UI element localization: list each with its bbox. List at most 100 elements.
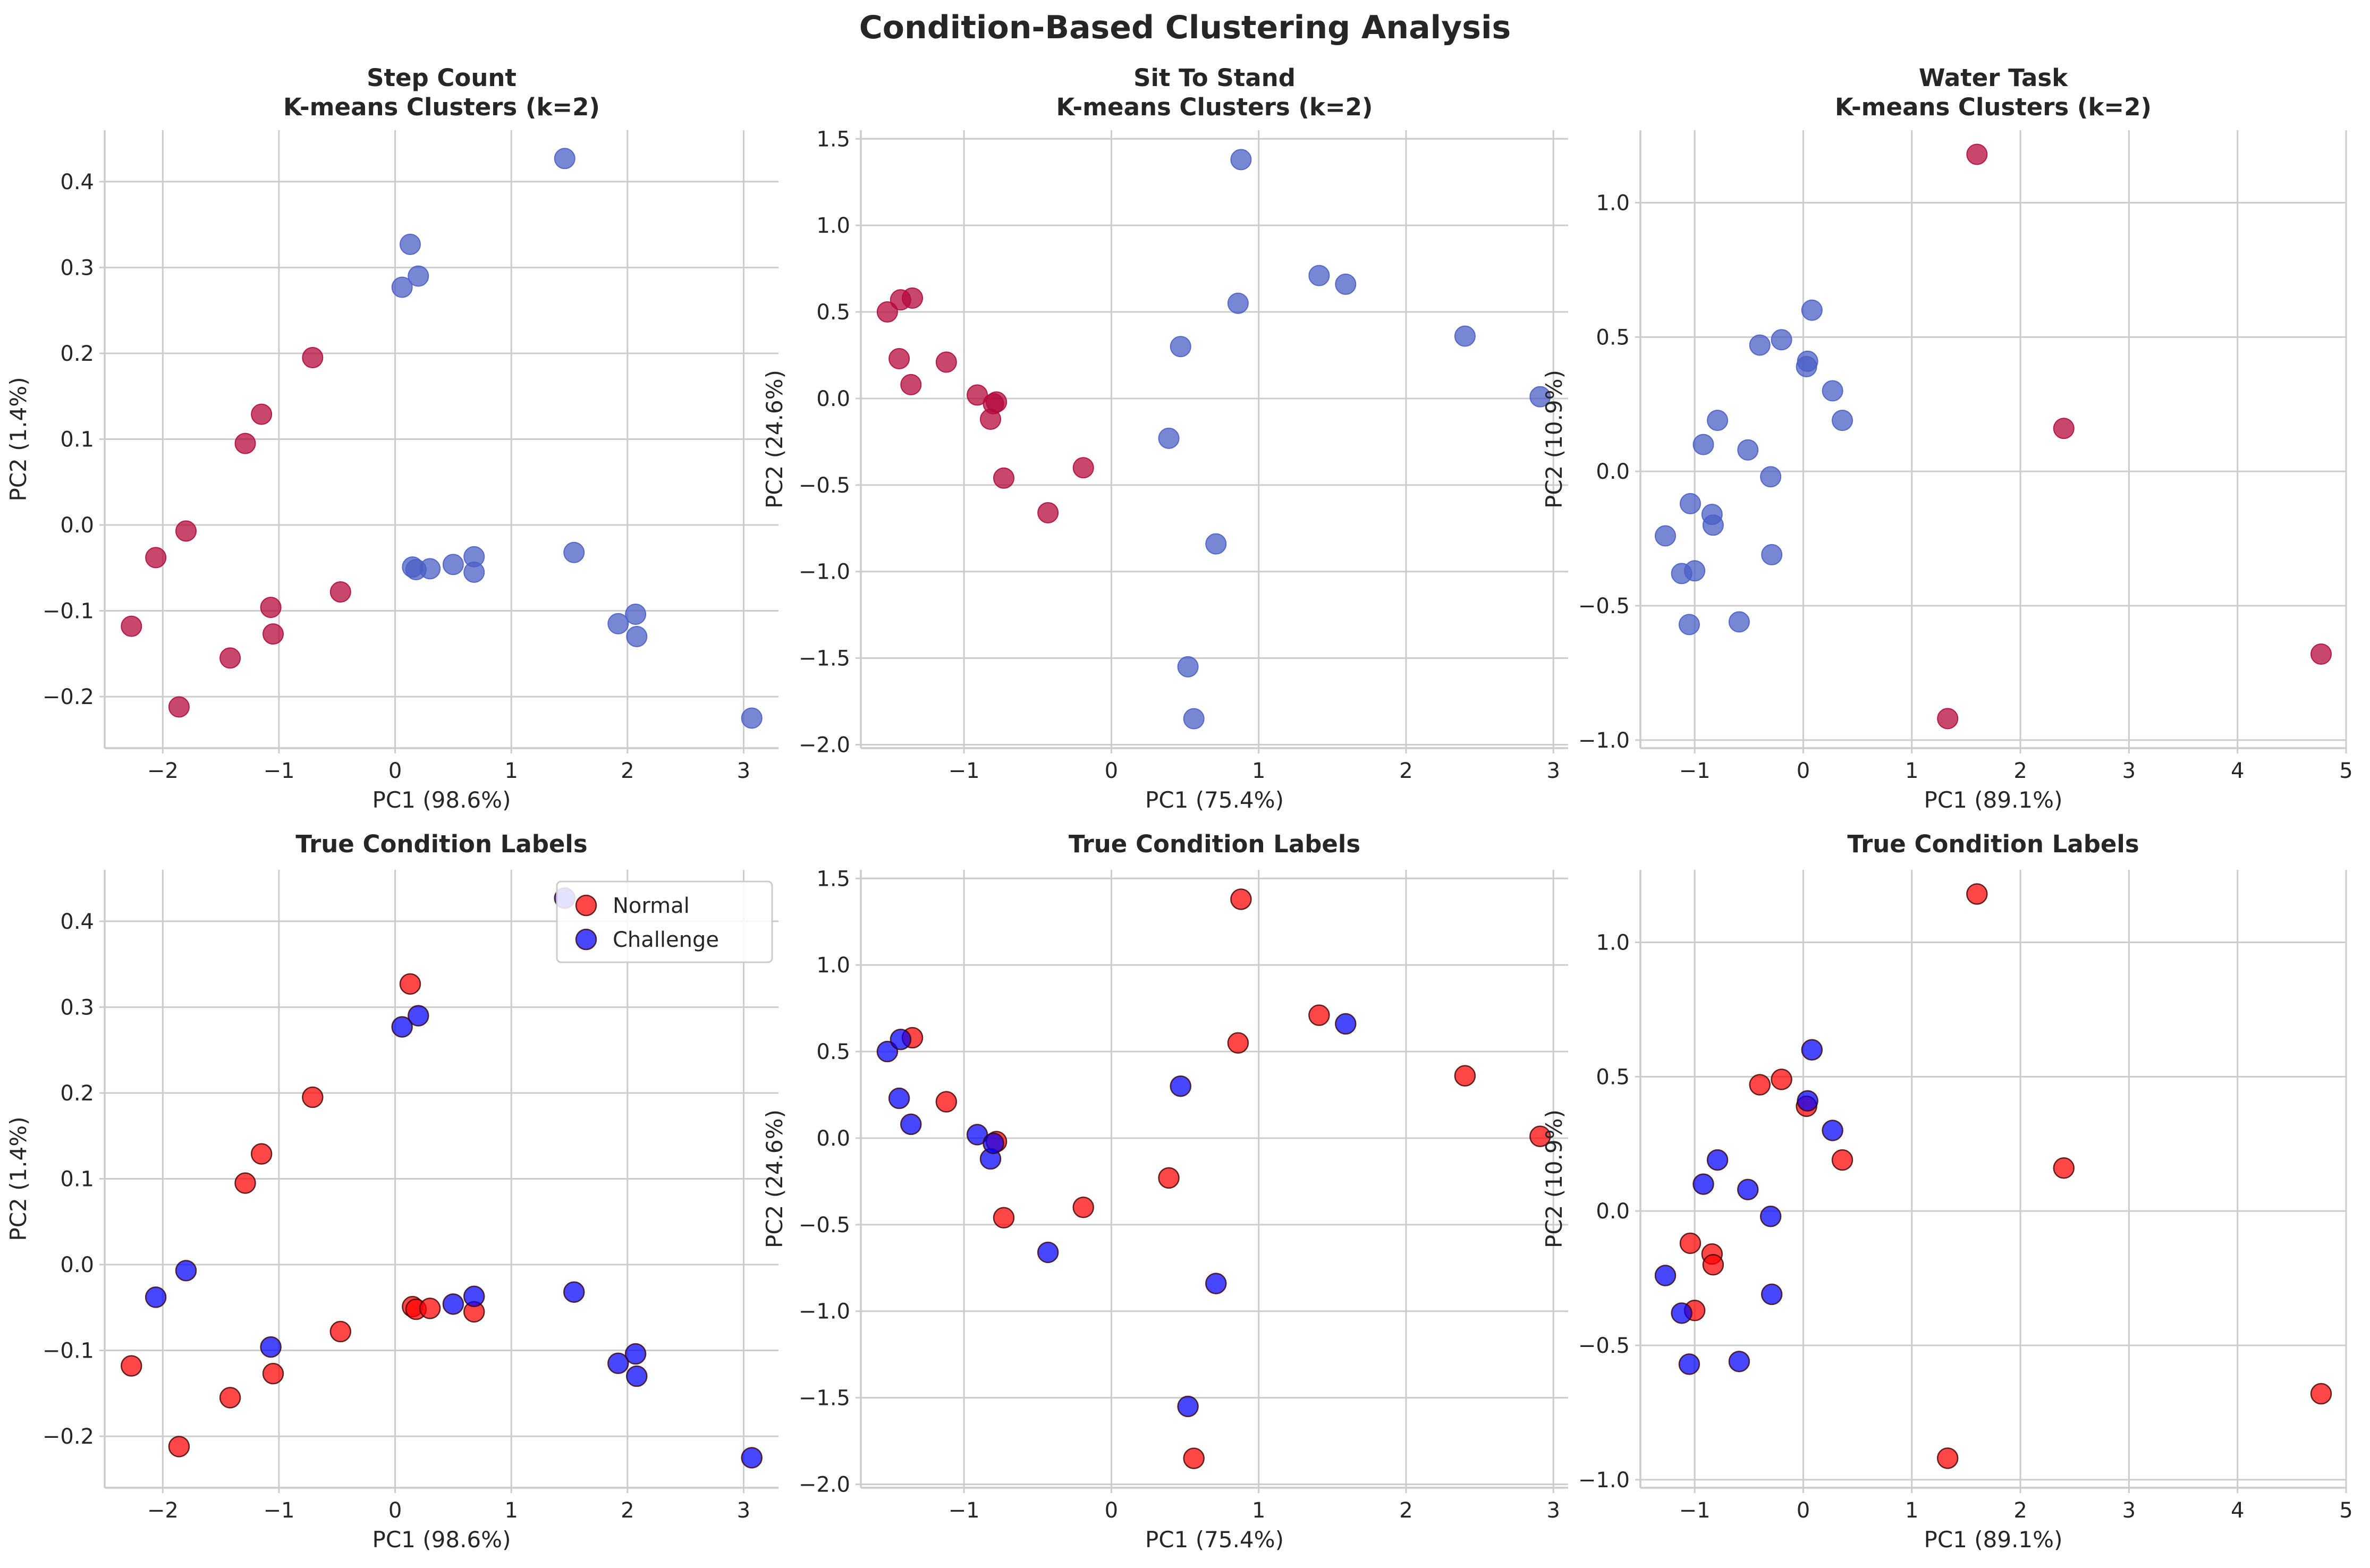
data-point xyxy=(219,1387,241,1409)
data-point xyxy=(1749,1074,1771,1096)
data-point xyxy=(900,1113,922,1135)
y-tick-label: −0.5 xyxy=(1578,1334,1630,1358)
subplot-4: −2 −1 0 1 2 3 −0.2 −0.1 0.0 0.1 0.2 0.3 0.4 True Cond… xyxy=(5,830,778,1553)
x-tick-label: 0 xyxy=(1797,1498,1810,1523)
series-cluster_1 xyxy=(1937,143,2332,730)
data-point xyxy=(1936,1447,1959,1469)
x-tick-label: 4 xyxy=(2231,759,2244,783)
data-point xyxy=(329,1320,352,1343)
y-tick-label: −2.0 xyxy=(799,733,850,757)
series-challenge xyxy=(876,1013,1357,1418)
y-tick-label: 0.0 xyxy=(60,513,94,538)
data-point xyxy=(2053,418,2075,439)
data-point xyxy=(419,558,441,580)
data-point xyxy=(935,351,957,373)
x-tick-label: 2 xyxy=(2013,1498,2027,1523)
data-point xyxy=(1678,1353,1700,1375)
series-cluster_0 xyxy=(391,148,763,729)
y-tick-label: 1.0 xyxy=(1596,931,1630,955)
data-point xyxy=(168,1436,190,1457)
y-tick-label: 0.3 xyxy=(60,995,94,1020)
x-tick-label: −1 xyxy=(949,759,980,783)
data-point xyxy=(741,1447,763,1469)
subplot-title: True Condition Labels xyxy=(1847,830,2139,858)
data-point xyxy=(1671,1302,1692,1324)
y-tick-label: 0.1 xyxy=(60,1167,94,1192)
subplot-title: True Condition Labels xyxy=(1069,830,1360,858)
y-tick-label: −0.5 xyxy=(799,1213,850,1238)
data-point xyxy=(902,287,924,309)
x-axis-label: PC1 (89.1%) xyxy=(1924,1527,2063,1553)
data-point xyxy=(463,1285,485,1308)
data-point xyxy=(250,1143,273,1165)
data-point xyxy=(1760,1283,1783,1306)
data-point xyxy=(1072,1197,1094,1218)
data-point xyxy=(1037,502,1059,523)
data-point xyxy=(626,626,648,648)
data-point xyxy=(741,707,763,729)
data-point xyxy=(1308,1004,1330,1026)
data-point xyxy=(234,433,256,454)
data-point xyxy=(399,973,421,995)
y-tick-label: −1.0 xyxy=(1578,1468,1630,1493)
y-tick-label: 1.5 xyxy=(816,867,850,891)
data-point xyxy=(175,520,197,542)
data-point xyxy=(1177,656,1199,677)
subplot-title: Sit To Stand K-means Clusters (k=2) xyxy=(1056,64,1373,121)
subplot-title: Step Count K-means Clusters (k=2) xyxy=(283,64,600,121)
x-tick-label: 2 xyxy=(1399,759,1412,783)
data-point xyxy=(419,1298,441,1319)
x-tick-label: 0 xyxy=(1797,759,1810,783)
data-point xyxy=(1801,299,1823,321)
x-tick-label: 5 xyxy=(2339,759,2352,783)
data-point xyxy=(1230,888,1252,910)
y-tick-label: −1.0 xyxy=(1578,728,1630,753)
data-point xyxy=(986,391,1008,413)
x-tick-label: −2 xyxy=(147,1498,179,1523)
data-point xyxy=(1183,1447,1205,1469)
data-point xyxy=(145,547,167,569)
x-tick-label: 3 xyxy=(737,759,750,783)
data-point xyxy=(1158,427,1180,449)
data-point xyxy=(1702,1254,1724,1276)
data-point xyxy=(1737,439,1759,461)
x-tick-label: 1 xyxy=(1252,759,1265,783)
data-point xyxy=(234,1172,256,1194)
y-tick-label: 0.0 xyxy=(816,387,850,411)
y-tick-label: 1.0 xyxy=(1596,191,1630,216)
x-tick-label: 0 xyxy=(1105,759,1118,783)
data-point xyxy=(121,1355,142,1377)
y-tick-label: −0.1 xyxy=(43,599,94,624)
series-normal xyxy=(1679,883,2332,1469)
data-point xyxy=(391,276,413,298)
y-tick-label: 0.2 xyxy=(60,1081,94,1106)
data-point xyxy=(408,265,429,287)
data-point xyxy=(888,1087,910,1109)
y-axis-label: PC2 (1.4%) xyxy=(5,1116,31,1241)
y-tick-label: 0.1 xyxy=(60,428,94,452)
figure-title: Condition-Based Clustering Analysis xyxy=(859,9,1511,46)
y-tick-label: −0.1 xyxy=(43,1339,94,1363)
subplot-1: −2 −1 0 1 2 3 −0.2 −0.1 0.0 0.1 0.2 0.3 0.4 Step Coun… xyxy=(5,64,778,813)
subplot-3: −1 0 1 2 3 4 5 −1.0 −0.5 0.0 0.5 1.0 Water Task K-mea… xyxy=(1541,64,2353,813)
x-tick-label: 0 xyxy=(388,759,402,783)
y-tick-label: 0.3 xyxy=(60,256,94,280)
y-tick-label: −0.5 xyxy=(1578,594,1630,618)
data-point xyxy=(1679,493,1701,514)
data-point xyxy=(1529,386,1551,408)
data-point xyxy=(607,613,629,634)
data-point xyxy=(1072,457,1094,479)
data-point xyxy=(900,374,922,395)
data-point xyxy=(1822,380,1843,402)
y-tick-label: −0.2 xyxy=(43,685,94,709)
data-point xyxy=(983,1132,1004,1154)
data-point xyxy=(1183,708,1205,730)
x-tick-label: 1 xyxy=(1252,1498,1265,1523)
data-point xyxy=(935,1091,958,1113)
data-point xyxy=(1749,334,1771,356)
data-point xyxy=(1966,883,1988,905)
data-point xyxy=(876,301,898,323)
data-point xyxy=(1761,544,1783,565)
data-point xyxy=(260,1336,282,1358)
data-point xyxy=(1158,1167,1180,1189)
